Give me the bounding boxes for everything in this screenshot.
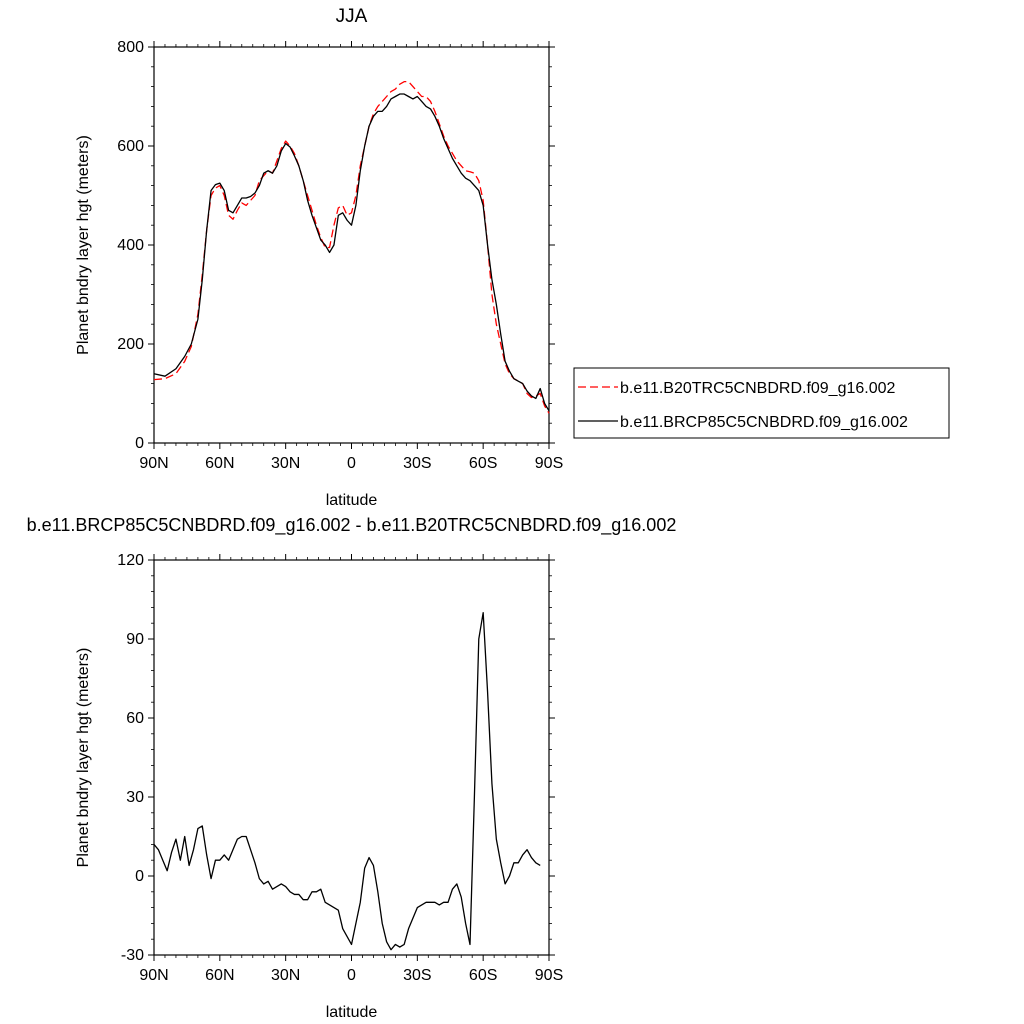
x-tick-label: 90S xyxy=(535,455,563,472)
y-tick-label: 90 xyxy=(126,631,144,648)
x-tick-label: 30N xyxy=(271,967,300,984)
x-tick-label: 30S xyxy=(403,455,431,472)
y-tick-label: 800 xyxy=(117,39,144,56)
top-chart: JJA 90N 60N 30N 0 30S 60S 90S 0 200 400 600 800 latit… xyxy=(75,6,950,509)
x-tick-label: 0 xyxy=(347,455,356,472)
y-tick-label: 60 xyxy=(126,710,144,727)
difference-chart: b.e11.BRCP85C5CNBDRD.f09_g16.002 - b.e11… xyxy=(27,515,677,1021)
y-tick-label: 0 xyxy=(135,435,144,452)
y-axis-label: Planet bndry layer hgt (meters) xyxy=(75,135,92,355)
y-tick-label: 600 xyxy=(117,138,144,155)
x-tick-label: 60N xyxy=(205,455,234,472)
legend-box xyxy=(573,367,950,439)
x-axis-label: latitude xyxy=(326,492,378,509)
y-axis-label: Planet bndry layer hgt (meters) xyxy=(75,648,92,868)
y-tick-label: 120 xyxy=(117,552,144,569)
series-line-1 xyxy=(153,93,550,412)
y-tick-label: -30 xyxy=(121,947,144,964)
x-axis-label: latitude xyxy=(326,1004,378,1021)
x-tick-label: 60S xyxy=(469,455,497,472)
chart-title: JJA xyxy=(336,6,368,27)
x-tick-label: 0 xyxy=(347,967,356,984)
y-tick-label: 30 xyxy=(126,789,144,806)
x-tick-label: 90N xyxy=(139,967,168,984)
y-tick-label: 400 xyxy=(117,237,144,254)
x-tick-label: 30N xyxy=(271,455,300,472)
chart-title: b.e11.BRCP85C5CNBDRD.f09_g16.002 - b.e11… xyxy=(27,515,677,536)
legend-label-1: b.e11.BRCP85C5CNBDRD.f09_g16.002 xyxy=(620,414,908,431)
y-tick-label: 200 xyxy=(117,336,144,353)
legend-label-0: b.e11.B20TRC5CNBDRD.f09_g16.002 xyxy=(620,380,896,397)
x-tick-label: 30S xyxy=(403,967,431,984)
x-tick-label: 90N xyxy=(139,455,168,472)
series-line-0 xyxy=(153,612,541,951)
y-tick-label: 0 xyxy=(135,868,144,885)
x-tick-label: 90S xyxy=(535,967,563,984)
x-tick-label: 60N xyxy=(205,967,234,984)
x-tick-label: 60S xyxy=(469,967,497,984)
